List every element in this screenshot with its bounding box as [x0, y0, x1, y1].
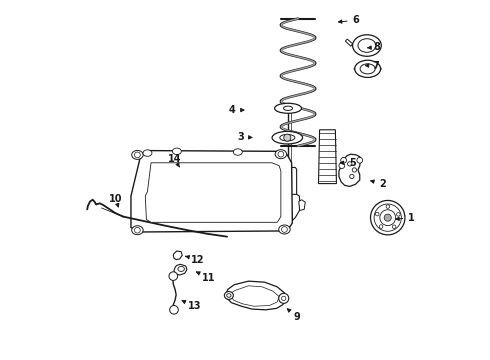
Circle shape: [135, 152, 140, 158]
Circle shape: [352, 168, 357, 172]
Text: 11: 11: [196, 272, 216, 283]
Polygon shape: [318, 130, 337, 184]
Polygon shape: [173, 251, 182, 260]
Ellipse shape: [227, 294, 231, 297]
Circle shape: [279, 293, 289, 303]
Ellipse shape: [132, 150, 143, 159]
Ellipse shape: [132, 226, 143, 235]
Circle shape: [282, 226, 287, 232]
Text: 6: 6: [339, 15, 359, 26]
Circle shape: [282, 296, 286, 301]
Ellipse shape: [272, 131, 302, 144]
Ellipse shape: [354, 67, 381, 71]
Circle shape: [170, 306, 178, 314]
Ellipse shape: [280, 134, 295, 141]
Polygon shape: [284, 167, 296, 198]
Polygon shape: [231, 286, 279, 306]
Polygon shape: [131, 150, 293, 232]
Circle shape: [375, 212, 379, 216]
Ellipse shape: [279, 225, 290, 234]
Circle shape: [386, 205, 390, 208]
Polygon shape: [226, 281, 286, 310]
Circle shape: [284, 134, 291, 141]
Polygon shape: [345, 39, 353, 46]
Circle shape: [339, 163, 344, 168]
Ellipse shape: [172, 148, 181, 154]
Circle shape: [396, 212, 400, 216]
Text: 10: 10: [109, 194, 122, 207]
Polygon shape: [174, 264, 187, 275]
Polygon shape: [281, 194, 299, 223]
Polygon shape: [339, 154, 361, 186]
Ellipse shape: [284, 106, 293, 111]
Circle shape: [374, 204, 401, 231]
Circle shape: [379, 225, 383, 228]
Text: 9: 9: [287, 309, 300, 322]
Circle shape: [370, 201, 405, 235]
Ellipse shape: [353, 35, 381, 56]
Ellipse shape: [233, 149, 243, 155]
Text: 2: 2: [371, 179, 386, 189]
Circle shape: [169, 272, 177, 280]
Ellipse shape: [224, 292, 233, 300]
Circle shape: [341, 157, 346, 163]
Text: 13: 13: [182, 301, 201, 311]
Circle shape: [392, 225, 396, 229]
Circle shape: [350, 174, 354, 179]
Polygon shape: [146, 163, 281, 222]
Ellipse shape: [358, 39, 376, 52]
Circle shape: [135, 227, 140, 233]
Circle shape: [278, 151, 284, 157]
Text: 14: 14: [168, 154, 181, 167]
Ellipse shape: [360, 64, 375, 74]
Text: 3: 3: [238, 132, 252, 142]
Text: 12: 12: [186, 255, 205, 265]
Text: 1: 1: [396, 213, 415, 222]
Ellipse shape: [178, 266, 184, 271]
Text: 5: 5: [341, 158, 356, 168]
Polygon shape: [274, 200, 282, 211]
Ellipse shape: [274, 103, 301, 113]
Circle shape: [347, 162, 352, 166]
Polygon shape: [299, 200, 305, 211]
Circle shape: [380, 210, 395, 226]
Ellipse shape: [143, 150, 152, 156]
Ellipse shape: [355, 60, 381, 77]
Text: 8: 8: [368, 42, 380, 52]
Circle shape: [357, 157, 363, 163]
Circle shape: [384, 214, 392, 221]
Ellipse shape: [275, 150, 287, 159]
Text: 4: 4: [229, 105, 244, 115]
Text: 7: 7: [366, 61, 379, 71]
